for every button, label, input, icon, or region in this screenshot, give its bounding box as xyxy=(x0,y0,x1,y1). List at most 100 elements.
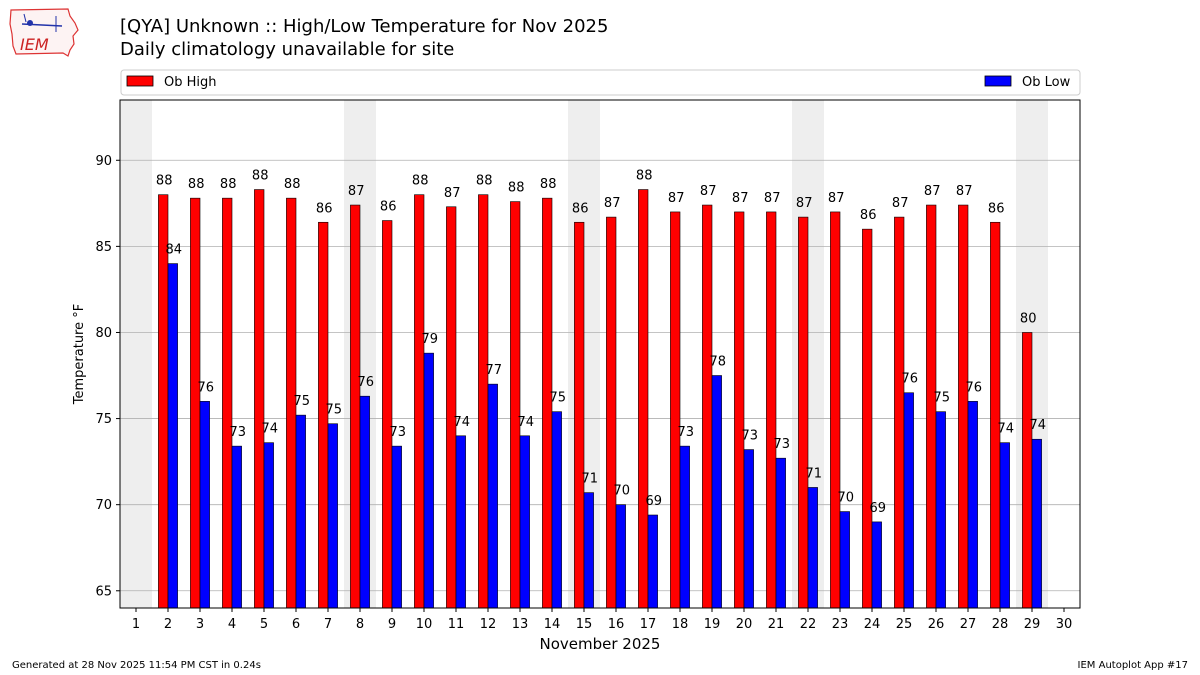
iowa-outline-shape xyxy=(9,8,79,57)
bar-high xyxy=(702,204,713,609)
data-labels: 88 88 88 88 88 86 87 86 88 87 88 88 88 86 87 88 87 87 87 87… xyxy=(156,169,1046,516)
x-tick-label: 25 xyxy=(896,617,913,632)
bar-high xyxy=(638,189,649,609)
data-label-low: 73 xyxy=(774,437,791,452)
data-label-low: 75 xyxy=(294,394,311,409)
data-label-low: 76 xyxy=(966,380,983,395)
bar-high xyxy=(990,221,1001,609)
bar-high xyxy=(254,189,265,609)
y-tick-label: 70 xyxy=(95,498,112,513)
data-label-low: 75 xyxy=(326,403,343,418)
x-tick-label: 10 xyxy=(416,617,433,632)
x-tick-label: 27 xyxy=(960,617,977,632)
bar-high xyxy=(350,204,361,609)
x-tick-label: 24 xyxy=(864,617,881,632)
data-label-high: 87 xyxy=(444,186,461,201)
x-tick-label: 4 xyxy=(228,617,236,632)
legend: Ob High Ob Low xyxy=(120,69,1081,96)
bar-low xyxy=(743,449,754,609)
x-tick-label: 29 xyxy=(1024,617,1041,632)
data-label-low: 74 xyxy=(262,422,279,437)
data-label-high: 87 xyxy=(892,196,909,211)
data-label-low: 70 xyxy=(614,484,631,499)
logo-text: IEM xyxy=(20,35,49,54)
x-tick-label: 12 xyxy=(480,617,497,632)
bar-high xyxy=(190,197,201,609)
data-label-low: 75 xyxy=(934,391,951,406)
x-tick-label: 7 xyxy=(324,617,332,632)
x-tick-label: 13 xyxy=(512,617,529,632)
bar-high xyxy=(510,201,521,609)
iem-logo: IEM xyxy=(9,8,79,57)
data-label-low: 71 xyxy=(582,472,599,487)
data-label-high: 87 xyxy=(348,184,365,199)
data-label-high: 80 xyxy=(1020,311,1037,326)
x-tick-label: 11 xyxy=(448,617,465,632)
bar-low xyxy=(583,492,594,609)
bar-low xyxy=(391,445,402,609)
y-axis-ticks: 65 70 75 80 85 90 xyxy=(95,154,120,599)
bars xyxy=(158,189,1042,609)
bar-high xyxy=(798,216,809,609)
bar-low xyxy=(839,511,850,609)
data-label-low: 76 xyxy=(358,375,375,390)
data-label-high: 88 xyxy=(156,174,173,189)
data-label-low: 73 xyxy=(390,425,407,440)
x-tick-label: 17 xyxy=(640,617,657,632)
x-tick-label: 15 xyxy=(576,617,593,632)
x-tick-label: 5 xyxy=(260,617,268,632)
legend-frame xyxy=(120,69,1081,96)
x-tick-label: 6 xyxy=(292,617,300,632)
data-label-low: 76 xyxy=(198,380,215,395)
data-label-low: 74 xyxy=(998,422,1015,437)
data-label-low: 84 xyxy=(166,243,183,258)
data-label-low: 74 xyxy=(454,415,471,430)
y-tick-label: 75 xyxy=(95,412,112,427)
data-label-high: 88 xyxy=(220,177,237,192)
x-tick-label: 8 xyxy=(356,617,364,632)
data-label-low: 69 xyxy=(646,494,663,509)
bar-high xyxy=(446,206,457,609)
data-label-high: 87 xyxy=(700,184,717,199)
data-label-high: 86 xyxy=(988,201,1005,216)
data-label-low: 76 xyxy=(902,372,919,387)
data-label-high: 87 xyxy=(796,196,813,211)
x-axis-ticks: 1 2 3 4 5 6 7 8 9 10 11 12 13 14 15 16 17 18 19 20 21 22 23 24 2… xyxy=(132,608,1072,632)
x-tick-label: 2 xyxy=(164,617,172,632)
data-label-low: 77 xyxy=(486,363,503,378)
data-label-high: 87 xyxy=(956,184,973,199)
bar-low xyxy=(199,401,210,609)
data-label-high: 87 xyxy=(828,191,845,206)
bar-high xyxy=(606,216,617,609)
legend-swatch-low xyxy=(984,75,1012,87)
y-axis-label: Temperature °F xyxy=(72,304,87,405)
footer-generated-text: Generated at 28 Nov 2025 11:54 PM CST in… xyxy=(12,660,261,671)
bar-high xyxy=(478,194,489,609)
y-gridlines xyxy=(120,159,1080,592)
data-label-high: 88 xyxy=(284,177,301,192)
bar-low xyxy=(903,392,914,609)
chart-subtitle: Daily climatology unavailable for site xyxy=(120,39,455,60)
bar-low xyxy=(679,445,690,609)
bar-low xyxy=(967,401,978,609)
legend-label-low: Ob Low xyxy=(1022,75,1071,90)
bar-low xyxy=(871,521,882,609)
bar-low xyxy=(647,514,658,609)
bar-low xyxy=(711,375,722,609)
data-label-high: 86 xyxy=(572,201,589,216)
data-label-low: 69 xyxy=(870,501,887,516)
x-tick-label: 9 xyxy=(388,617,396,632)
x-tick-label: 30 xyxy=(1056,617,1073,632)
bar-low xyxy=(231,445,242,609)
data-label-high: 88 xyxy=(188,177,205,192)
x-tick-label: 28 xyxy=(992,617,1009,632)
bar-low xyxy=(327,423,338,609)
bar-low xyxy=(551,411,562,609)
y-tick-label: 80 xyxy=(95,326,112,341)
bar-low xyxy=(999,442,1010,609)
bar-high xyxy=(830,211,841,609)
bar-high xyxy=(734,211,745,609)
bar-high xyxy=(894,216,905,609)
y-tick-label: 90 xyxy=(95,154,112,169)
y-tick-label: 65 xyxy=(95,584,112,599)
